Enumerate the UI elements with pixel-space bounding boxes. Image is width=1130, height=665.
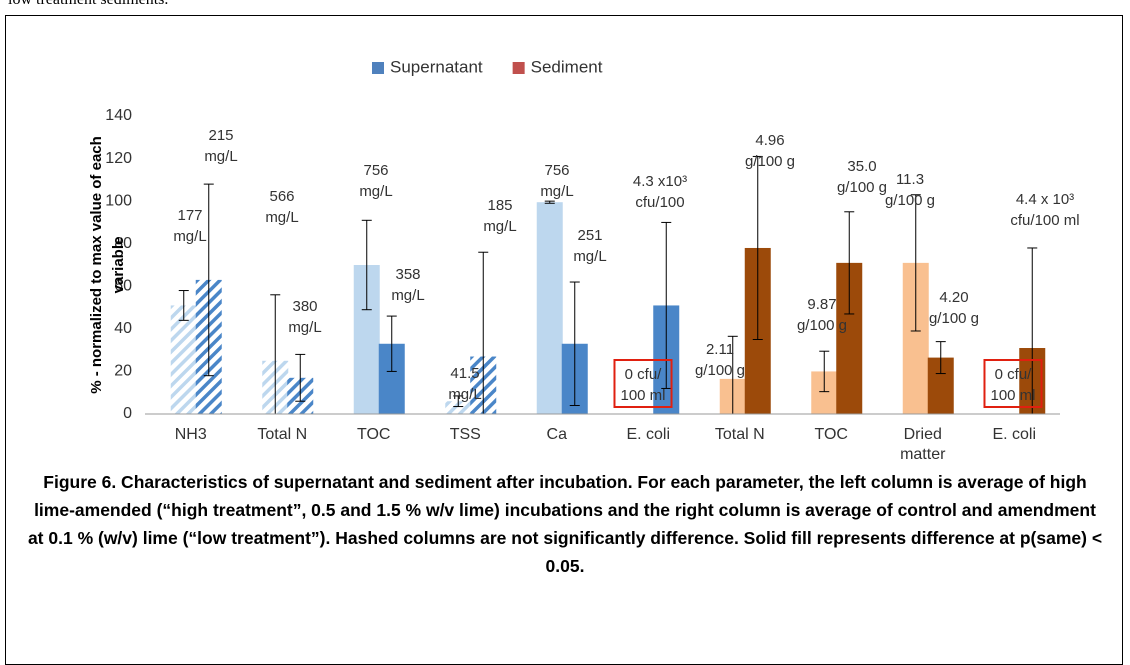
value-annotation: mg/L bbox=[391, 287, 424, 304]
x-tick-label: Dried matter bbox=[900, 426, 946, 463]
error-bar bbox=[453, 395, 464, 408]
x-tick-label: TSS bbox=[449, 426, 481, 443]
y-axis-label: % - normalized to max value of each bbox=[88, 136, 105, 394]
value-annotation: 0 cfu/ bbox=[625, 366, 663, 383]
value-annotation: mg/L bbox=[288, 319, 321, 336]
x-tick-label: Ca bbox=[546, 426, 567, 443]
x-tick-label: Total N bbox=[257, 426, 308, 443]
error-bar bbox=[478, 251, 489, 414]
y-axis-label: variable bbox=[110, 237, 127, 294]
value-annotation: mg/L bbox=[448, 386, 481, 403]
error-bar bbox=[386, 315, 397, 372]
error-bar bbox=[203, 183, 214, 377]
y-tick-label: 80 bbox=[114, 235, 132, 252]
error-bar bbox=[935, 341, 946, 375]
value-annotation: 177 bbox=[177, 207, 202, 224]
value-annotation: 358 bbox=[395, 266, 420, 283]
value-annotation: 756 bbox=[363, 162, 388, 179]
value-annotation: cfu/100 bbox=[635, 194, 684, 211]
value-annotation: g/100 g bbox=[745, 153, 795, 170]
error-bar bbox=[819, 350, 830, 393]
plot-area bbox=[170, 155, 1046, 414]
value-annotation: cfu/100 ml bbox=[1010, 212, 1079, 229]
figure-caption: Figure 6. Characteristics of supernatant… bbox=[27, 472, 1103, 576]
y-tick-label: 140 bbox=[105, 107, 132, 124]
value-annotation: 9.87 bbox=[807, 296, 836, 313]
value-annotation: mg/L bbox=[483, 218, 516, 235]
error-bar bbox=[544, 200, 555, 204]
y-tick-label: 100 bbox=[105, 192, 132, 209]
legend-label: Supernatant bbox=[390, 57, 483, 76]
value-annotation: g/100 g bbox=[695, 362, 745, 379]
error-bar bbox=[361, 219, 372, 311]
value-annotation: mg/L bbox=[359, 183, 392, 200]
value-annotation: 215 bbox=[208, 127, 233, 144]
value-annotation: 100 ml bbox=[990, 387, 1035, 404]
highlight-box bbox=[613, 359, 673, 408]
value-annotation: 2.11 bbox=[706, 341, 734, 358]
error-bar bbox=[295, 353, 306, 402]
value-annotation: mg/L bbox=[265, 209, 298, 226]
error-bar bbox=[270, 294, 281, 414]
value-annotation: 41.5 bbox=[450, 365, 479, 382]
legend-label: Sediment bbox=[531, 57, 603, 76]
value-annotation: g/100 g bbox=[929, 310, 979, 327]
error-bar bbox=[727, 335, 738, 414]
value-annotation: 11.3 bbox=[896, 171, 924, 188]
value-annotation: 100 ml bbox=[620, 387, 665, 404]
y-tick-label: 60 bbox=[114, 278, 132, 295]
value-annotation: g/100 g bbox=[837, 179, 887, 196]
highlight-box bbox=[983, 359, 1043, 408]
value-annotation: 35.0 bbox=[847, 158, 876, 175]
error-bar bbox=[844, 211, 855, 315]
error-bar bbox=[1027, 247, 1038, 414]
x-tick-label: TOC bbox=[357, 426, 391, 443]
value-annotation: 4.3 x10³ bbox=[633, 173, 687, 190]
x-tick-label: TOC bbox=[814, 426, 848, 443]
error-bar bbox=[910, 194, 921, 332]
value-annotation: mg/L bbox=[573, 248, 606, 265]
value-annotation: 380 bbox=[292, 298, 317, 315]
value-annotation: mg/L bbox=[173, 228, 206, 245]
legend-swatch bbox=[372, 62, 384, 74]
x-tick-label: NH3 bbox=[174, 426, 207, 443]
value-annotation: 0 cfu/ bbox=[995, 366, 1033, 383]
legend-swatch bbox=[512, 62, 525, 74]
value-annotation: 185 bbox=[487, 197, 512, 214]
value-annotation: mg/L bbox=[204, 148, 237, 165]
y-tick-label: 0 bbox=[123, 405, 132, 422]
error-bar bbox=[178, 290, 189, 321]
value-annotation: 4.4 x 10³ bbox=[1016, 191, 1074, 208]
x-tick-label: E. coli bbox=[626, 426, 671, 443]
value-annotation: g/100 g bbox=[885, 192, 935, 209]
value-annotation: 251 bbox=[577, 227, 602, 244]
bar bbox=[445, 401, 472, 414]
y-tick-label: 120 bbox=[105, 150, 132, 167]
bar bbox=[170, 305, 197, 414]
value-annotation: 4.20 bbox=[939, 289, 968, 306]
x-tick-label: E. coli bbox=[992, 426, 1037, 443]
top-text: low treatment sediments. bbox=[8, 0, 168, 9]
value-annotation: 4.96 bbox=[755, 132, 784, 149]
bar bbox=[536, 202, 563, 414]
error-bar bbox=[569, 281, 580, 406]
x-tick-label: Total N bbox=[714, 426, 765, 443]
value-annotation: mg/L bbox=[540, 183, 573, 200]
value-annotation: g/100 g bbox=[797, 317, 847, 334]
value-annotation: 756 bbox=[544, 162, 569, 179]
y-tick-label: 40 bbox=[114, 320, 132, 337]
value-annotation: 566 bbox=[269, 188, 294, 205]
error-bar bbox=[752, 155, 763, 340]
y-tick-label: 20 bbox=[114, 363, 132, 380]
